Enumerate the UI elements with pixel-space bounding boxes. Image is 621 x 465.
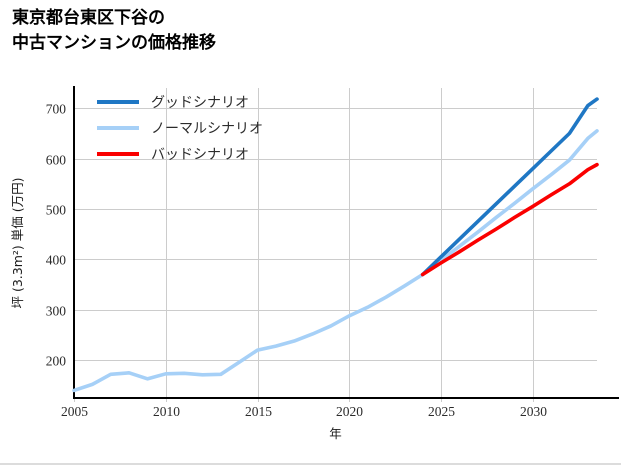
y-axis-title: 坪 (3.3m²) 単価 (万円) [10,178,25,309]
page-title: 東京都台東区下谷の 中古マンションの価格推移 [12,6,216,55]
series-line-グッドシナリオ [420,97,599,277]
legend-label-0: グッドシナリオ [151,95,249,111]
y-axis-tick-label: 200 [46,354,67,369]
x-axis-tick-label: 2010 [153,404,180,419]
y-axis-tick-label: 400 [46,253,67,268]
chart-title-line-2: 中古マンションの価格推移 [12,32,216,53]
x-axis-tick-label: 2015 [245,404,272,419]
y-axis-tick-label: 300 [46,304,67,319]
legend-label-1: ノーマルシナリオ [151,122,263,137]
x-axis-title: 年 [329,426,342,441]
series-line-ノーマルシナリオ [72,129,599,393]
y-axis-tick-label: 600 [46,153,67,168]
y-axis-tick-label: 500 [46,203,67,218]
x-axis-tick-label: 2020 [336,404,363,419]
x-axis-tick-label: 2025 [428,404,455,419]
legend-label-2: バッドシナリオ [151,148,249,163]
y-axis-tick-label: 700 [46,102,67,117]
x-axis-tick-label: 2030 [520,404,547,419]
x-axis-tick-label: 2005 [61,404,88,419]
series-line-バッドシナリオ [420,162,599,277]
chart-title-line-1: 東京都台東区下谷の [12,8,165,28]
